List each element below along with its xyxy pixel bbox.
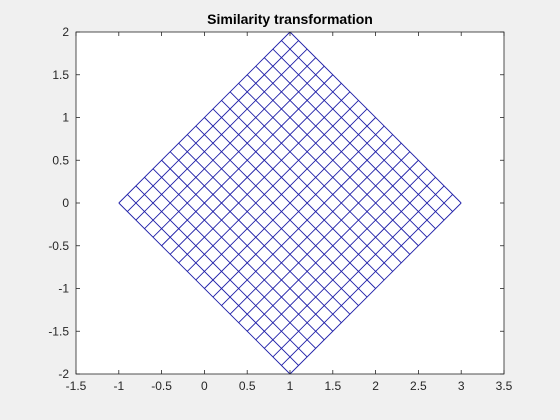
- mesh-line: [212, 108, 385, 281]
- mesh-line: [229, 142, 402, 315]
- x-tick-label: 2.5: [410, 379, 427, 393]
- x-tick-label: 3.5: [496, 379, 513, 393]
- mesh-line: [246, 159, 419, 332]
- x-tick-label: 0.5: [239, 379, 256, 393]
- mesh-line: [238, 82, 411, 255]
- mesh-line: [264, 57, 436, 229]
- mesh-line: [272, 185, 445, 358]
- y-tick-label: -2: [58, 367, 69, 381]
- x-tick-label: -1: [113, 379, 124, 393]
- y-tick-label: -0.5: [48, 239, 69, 253]
- mesh-line: [221, 134, 394, 306]
- y-axis-ticks: -2 -1.5 -1 -0.5 0 0.5 1 1.5 2: [48, 25, 504, 381]
- mesh-line: [281, 40, 453, 212]
- x-axis-ticks: -1.5 -1 -0.5 0 0.5 1 1.5 2 2.5 3 3.5: [66, 32, 513, 393]
- y-tick-label: 1: [62, 111, 69, 125]
- x-tick-label: -0.5: [151, 379, 172, 393]
- mesh-line: [264, 177, 436, 349]
- mesh-line: [289, 202, 462, 375]
- y-tick-label: 1.5: [52, 68, 69, 82]
- mesh-line: [289, 31, 462, 204]
- y-tick-label: 2: [62, 25, 69, 39]
- mesh-line: [255, 168, 428, 341]
- mesh-line: [221, 100, 394, 272]
- x-tick-label: 1: [287, 379, 294, 393]
- y-tick-label: -1: [58, 282, 69, 296]
- x-tick-label: 0: [201, 379, 208, 393]
- mesh-line: [246, 74, 419, 247]
- y-tick-label: 0: [62, 196, 69, 210]
- x-tick-label: 1.5: [324, 379, 341, 393]
- mesh-line: [204, 117, 376, 289]
- chart-title: Similarity transformation: [207, 11, 373, 27]
- x-tick-label: 2: [372, 379, 379, 393]
- y-tick-label: -1.5: [48, 324, 69, 338]
- mesh-line: [238, 151, 411, 324]
- mesh-line: [281, 194, 453, 366]
- mesh-line: [272, 48, 445, 221]
- mesh-line: [212, 125, 385, 298]
- mesh-line: [255, 65, 428, 238]
- x-tick-label: 3: [458, 379, 465, 393]
- mesh-line: [229, 91, 402, 264]
- x-tick-label: -1.5: [66, 379, 87, 393]
- transformed-grid-mesh: [118, 31, 462, 375]
- y-tick-label: 0.5: [52, 153, 69, 167]
